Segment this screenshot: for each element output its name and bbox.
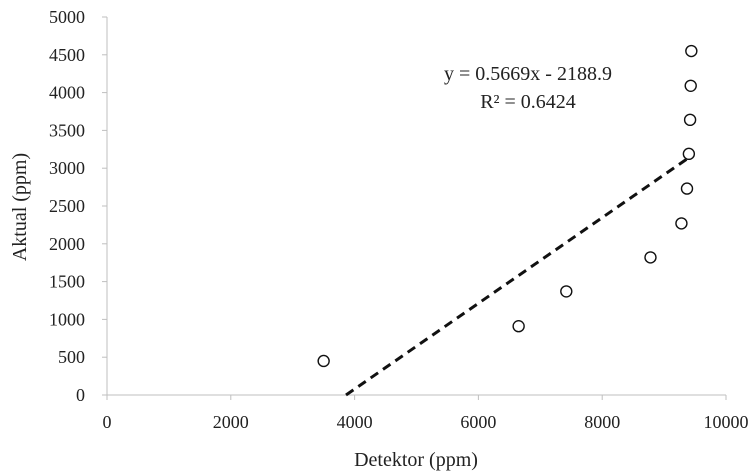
y-tick-label: 0 xyxy=(76,385,85,405)
x-tick-label: 4000 xyxy=(337,412,373,432)
x-tick-label: 0 xyxy=(103,412,112,432)
x-tick-label: 2000 xyxy=(213,412,249,432)
data-point xyxy=(683,113,697,127)
y-tick-label: 3500 xyxy=(49,120,85,140)
trendline xyxy=(345,154,693,397)
y-tick-label: 1000 xyxy=(49,309,85,329)
y-axis-title: Aktual (ppm) xyxy=(9,153,31,261)
y-tick-label: 2000 xyxy=(49,234,85,254)
trendline-group xyxy=(345,154,693,397)
data-point xyxy=(685,44,698,58)
x-tick-label: 10000 xyxy=(704,412,749,432)
y-tick-label: 5000 xyxy=(49,7,85,27)
trendline-equation: y = 0.5669x - 2188.9 xyxy=(444,63,612,85)
data-point xyxy=(317,354,330,368)
y-tick-label: 1500 xyxy=(49,272,85,292)
data-point xyxy=(644,251,657,264)
data-point xyxy=(680,182,694,195)
y-tick-label: 4000 xyxy=(49,83,85,103)
x-tick-label: 6000 xyxy=(460,412,496,432)
y-tick-label: 4500 xyxy=(49,45,85,65)
data-point xyxy=(682,147,696,161)
data-point xyxy=(675,217,688,230)
annotations: y = 0.5669x - 2188.9 R² = 0.6424 Detekto… xyxy=(9,63,612,471)
y-tick-label: 500 xyxy=(58,347,85,367)
data-point xyxy=(684,79,697,92)
data-points xyxy=(317,44,698,368)
y-tick-label: 3000 xyxy=(49,158,85,178)
x-tick-label: 8000 xyxy=(584,412,620,432)
data-point xyxy=(560,285,573,298)
data-point xyxy=(512,320,525,333)
axes: 0 500 1000 1500 2000 2500 3000 3500 4000 4500 5000… xyxy=(49,7,749,432)
r-squared-label: R² = 0.6424 xyxy=(480,91,576,113)
y-tick-label: 2500 xyxy=(49,196,85,216)
x-axis-title: Detektor (ppm) xyxy=(354,449,478,471)
